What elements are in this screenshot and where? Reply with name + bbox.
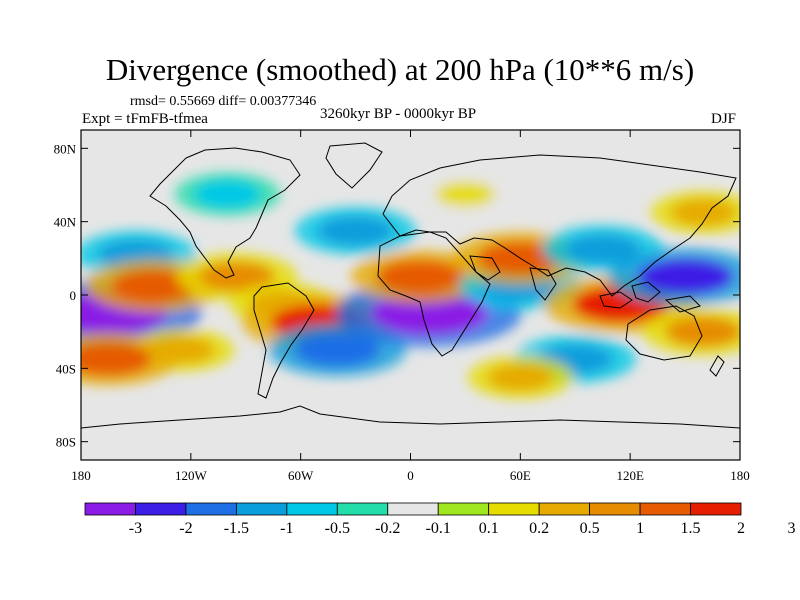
colorbar-label: -3 [129, 520, 142, 537]
colorbar-label: 0.2 [529, 520, 549, 537]
lon-tick-label: 120W [175, 468, 208, 483]
field-feature [608, 247, 740, 306]
field-feature [294, 206, 417, 255]
colorbar-label: -0.5 [325, 520, 350, 537]
map-title: Divergence (smoothed) at 200 hPa (10**6 … [105, 52, 695, 87]
colorbar-label: 2 [737, 520, 745, 537]
field-feature [642, 307, 740, 356]
lon-tick-label: 180 [730, 468, 750, 483]
field-feature [174, 172, 281, 216]
stats-line: rmsd= 0.55669 diff= 0.00377346 [130, 94, 317, 109]
colorbar-swatch [538, 502, 591, 516]
colorbar-swatch [235, 502, 288, 516]
field-feature [467, 355, 574, 400]
colorbar-swatch [488, 502, 540, 516]
divergence-field [81, 172, 740, 400]
lat-tick-label: 40N [54, 215, 77, 230]
colorbar-label: -1.5 [224, 520, 249, 537]
colorbar-label: 1.5 [681, 520, 701, 537]
colorbar-swatch [135, 502, 187, 516]
field-feature [81, 332, 178, 386]
lon-tick-label: 120E [616, 468, 644, 483]
axis-ticks: 180 120W 60W 0 60E 120E 180 80N 40N 0 40S 80S [54, 130, 750, 483]
colorbar-swatch [690, 502, 742, 516]
colorbar-swatch [336, 502, 389, 516]
colorbar-swatch [437, 502, 490, 516]
lat-tick-label: 40S [56, 361, 76, 376]
season-label: DJF [711, 111, 737, 127]
colorbar-label: -0.2 [375, 520, 400, 537]
lat-tick-label: 80S [56, 435, 76, 450]
lon-tick-label: 60E [510, 468, 531, 483]
period-label: 3260kyr BP - 0000kyr BP [320, 106, 477, 122]
colorbar-label: 0.5 [580, 520, 600, 537]
lon-tick-label: 0 [407, 468, 414, 483]
colorbar-swatch [84, 502, 136, 516]
colorbar-label: 1 [636, 520, 644, 537]
experiment-label: Expt = tFmFB-tfmea [82, 111, 208, 127]
lat-tick-label: 80N [54, 141, 77, 156]
field-feature [417, 174, 514, 215]
colorbar: -3 -2 -1.5 -1 -0.5 -0.2 -0.1 0.1 0.2 0.5 1 1.5 2 3 [84, 502, 795, 537]
colorbar-swatch [387, 502, 439, 516]
coastlines [81, 142, 740, 429]
colorbar-swatch [185, 502, 237, 516]
field-feature [650, 190, 740, 235]
colorbar-label: 3 [787, 520, 795, 537]
colorbar-label: -2 [179, 520, 192, 537]
colorbar-swatch [286, 502, 338, 516]
lon-tick-label: 180 [71, 468, 91, 483]
field-feature [350, 250, 489, 304]
colorbar-label: 0.1 [479, 520, 499, 537]
lon-tick-label: 60W [288, 468, 314, 483]
colorbar-label: -0.1 [426, 520, 451, 537]
colorbar-swatch [589, 502, 641, 516]
lat-tick-label: 0 [70, 288, 77, 303]
colorbar-swatch [639, 502, 691, 516]
colorbar-label: -1 [280, 520, 293, 537]
